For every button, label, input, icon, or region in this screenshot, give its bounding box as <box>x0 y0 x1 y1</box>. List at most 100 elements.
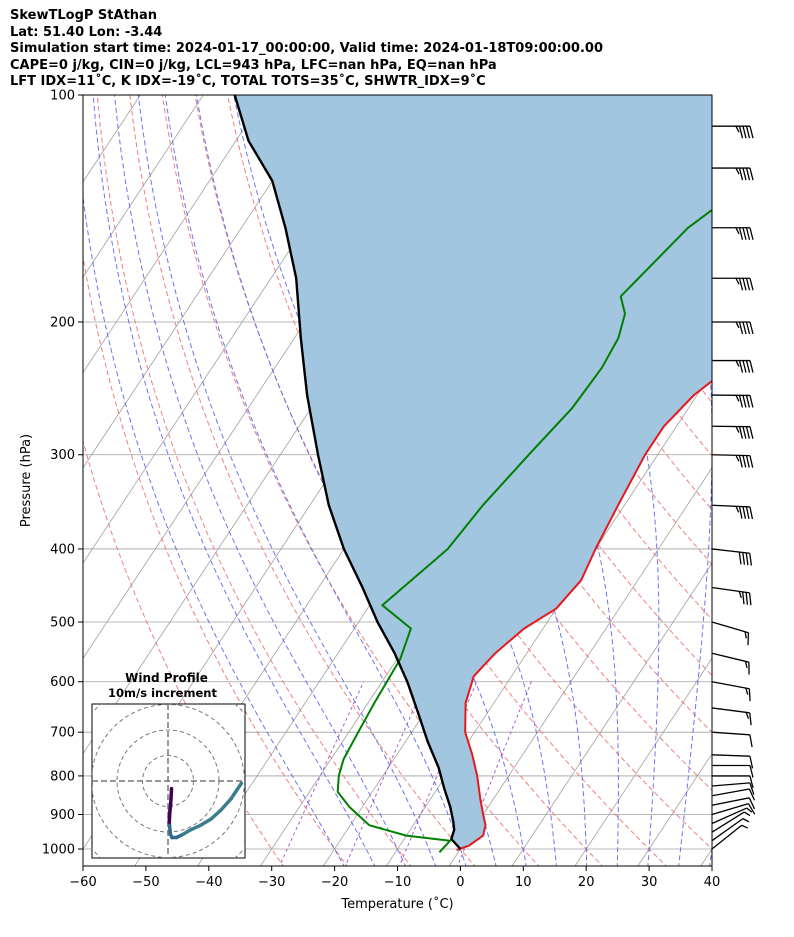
chart-title: SkewTLogP StAthan <box>10 8 158 23</box>
wind-barb-feather <box>749 756 754 769</box>
hodograph-clip-group <box>92 704 245 858</box>
wind-barb <box>712 277 754 291</box>
y-tick-label: 600 <box>50 675 75 690</box>
wind-barb-feather <box>742 552 746 565</box>
wind-barb-feather <box>742 426 747 439</box>
wind-barb-feather <box>742 395 747 408</box>
wind-barb-feather <box>749 506 754 520</box>
wind-barb-staff <box>711 681 750 690</box>
wind-barb-staff <box>711 754 750 757</box>
wind-barb-feather <box>745 321 751 335</box>
wind-barb-feather <box>749 278 754 291</box>
isotherm-line <box>83 95 267 374</box>
wind-barb-feather <box>742 126 747 139</box>
wind-barb-feather <box>738 506 743 519</box>
moist-adiabat-line <box>164 95 467 866</box>
wind-barb-feather <box>735 360 740 367</box>
moist-adiabat-line <box>709 845 712 866</box>
stability-indices-line: LFT IDX=11˚C, K IDX=-19˚C, TOTAL TOTS=35… <box>10 74 486 89</box>
x-tick-label: −10 <box>384 875 411 890</box>
y-tick-label: 200 <box>50 315 75 330</box>
wind-barb <box>712 775 754 789</box>
wind-barb-feather <box>735 321 740 329</box>
x-tick-label: 30 <box>641 875 658 890</box>
wind-barb-feather <box>742 506 747 519</box>
wind-barb <box>711 754 754 769</box>
mixing-ratio-line <box>398 681 478 866</box>
wind-barb-feather <box>745 712 750 719</box>
y-tick-label: 300 <box>50 448 75 463</box>
wind-barb-feather <box>735 426 740 433</box>
wind-barb-feather <box>745 278 751 291</box>
wind-barb-staff <box>711 707 750 714</box>
hodograph-subtitle: 10m/s increment <box>108 686 217 700</box>
wind-barb-staff <box>711 621 749 634</box>
wind-barbs <box>711 125 756 850</box>
wind-barb-feather <box>738 395 744 408</box>
y-tick-label: 900 <box>50 808 75 823</box>
wind-barb-feather <box>745 360 751 373</box>
location-line: Lat: 51.40 Lon: -3.44 <box>10 24 163 40</box>
dry-adiabat-line <box>129 95 476 866</box>
wind-barb <box>711 802 756 816</box>
x-tick-label: 0 <box>456 875 464 890</box>
x-axis-label: Temperature (˚C) <box>340 896 453 912</box>
wind-barb <box>712 359 754 373</box>
wind-barb-feather <box>738 126 744 139</box>
wind-barb-feather <box>742 591 745 605</box>
wind-barb <box>711 425 754 439</box>
simulation-time-line: Simulation start time: 2024-01-17_00:00:… <box>10 41 603 56</box>
isotherm-line <box>511 562 712 866</box>
wind-barb-feather <box>745 455 750 468</box>
wind-barb <box>711 454 754 468</box>
y-tick-label: 800 <box>50 769 75 784</box>
wind-barb-feather <box>749 553 753 566</box>
wind-barb-feather <box>749 765 754 778</box>
wind-barb <box>711 681 751 702</box>
wind-barb-feather <box>744 661 748 669</box>
wind-barb-feather <box>742 167 747 181</box>
wind-barb-feather <box>735 167 740 175</box>
wind-barb-feather <box>749 227 754 240</box>
wind-barb-feather <box>748 592 752 606</box>
y-axis-label: Pressure (hPa) <box>19 434 34 527</box>
wind-barb-feather <box>738 227 744 240</box>
dry-adiabat-line <box>83 439 284 866</box>
wind-barb-feather <box>747 632 750 646</box>
cin-shade-area <box>234 95 712 850</box>
wind-barb-feather <box>738 360 744 373</box>
wind-barb-feather <box>745 426 750 439</box>
wind-barb-feather <box>742 278 747 291</box>
wind-barb <box>711 797 756 810</box>
moist-adiabat-line <box>83 193 345 866</box>
mixing-ratio-line <box>278 681 365 866</box>
wind-barb-feather <box>738 426 743 439</box>
isotherm-line <box>700 848 712 866</box>
wind-barb-staff <box>711 652 750 663</box>
y-tick-label: 1000 <box>42 843 75 858</box>
wind-barb-feather <box>749 426 754 439</box>
wind-barb-feather <box>745 227 751 240</box>
wind-barb-staff <box>711 807 747 825</box>
wind-barb-staff <box>711 818 744 842</box>
parcel-profile-line <box>233 95 462 850</box>
wind-barb-staff <box>711 802 749 816</box>
x-tick-label: −40 <box>195 875 222 890</box>
y-tick-label: 400 <box>50 542 75 557</box>
dry-adiabat-line <box>738 78 794 868</box>
wind-barb <box>711 707 752 726</box>
wind-barb-feather <box>744 631 747 639</box>
wind-barb-feather <box>749 360 754 373</box>
wind-barb-feather <box>745 506 750 520</box>
dry-adiabat-line <box>706 78 794 868</box>
wind-barb-feather <box>735 277 740 285</box>
wind-barb-feather <box>747 803 756 815</box>
wind-barb-feather <box>749 167 754 181</box>
wind-barb-staff <box>711 788 750 797</box>
wind-barb-staff <box>711 782 750 787</box>
moist-adiabat-line <box>92 95 376 866</box>
wind-barb-feather <box>749 395 754 408</box>
wind-barb-feather <box>745 126 751 139</box>
wind-barb <box>711 731 753 748</box>
wind-barb-staff <box>711 586 750 594</box>
